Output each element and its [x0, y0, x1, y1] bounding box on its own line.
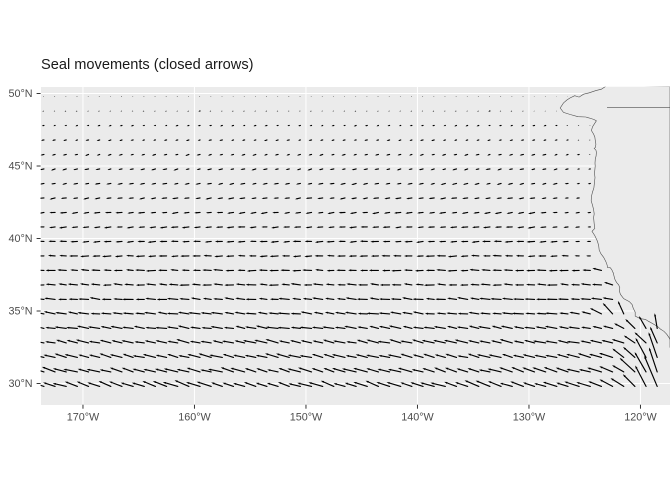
svg-text:120°W: 120°W: [624, 412, 657, 424]
svg-text:130°W: 130°W: [513, 412, 546, 424]
svg-text:50°N: 50°N: [8, 88, 32, 100]
svg-text:40°N: 40°N: [8, 233, 32, 245]
svg-text:140°W: 140°W: [401, 412, 434, 424]
svg-text:45°N: 45°N: [8, 161, 32, 173]
svg-text:170°W: 170°W: [67, 412, 100, 424]
svg-text:30°N: 30°N: [8, 378, 32, 390]
svg-text:150°W: 150°W: [290, 412, 323, 424]
svg-text:35°N: 35°N: [8, 306, 32, 318]
svg-text:160°W: 160°W: [178, 412, 211, 424]
